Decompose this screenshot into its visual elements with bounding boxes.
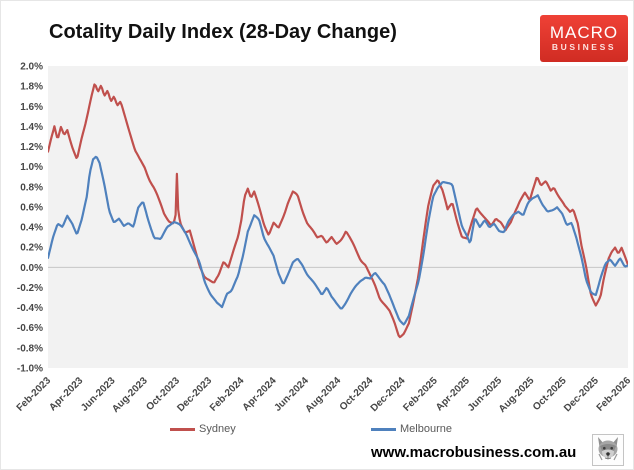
legend-label-melbourne: Melbourne: [400, 423, 452, 435]
svg-text:-0.2%: -0.2%: [17, 283, 43, 294]
svg-text:1.6%: 1.6%: [20, 102, 43, 113]
sydney-line: [48, 83, 628, 339]
chart-title: Cotality Daily Index (28-Day Change): [49, 21, 397, 43]
svg-text:1.8%: 1.8%: [20, 82, 43, 93]
svg-text:Feb-2024: Feb-2024: [208, 375, 247, 414]
wolf-logo-icon: [592, 434, 624, 466]
legend-label-sydney: Sydney: [199, 423, 236, 435]
svg-text:-0.6%: -0.6%: [17, 323, 43, 334]
melbourne-line: [48, 155, 628, 326]
sydney-line-swatch-icon: [170, 427, 195, 431]
svg-text:0.2%: 0.2%: [20, 243, 43, 254]
svg-text:Feb-2025: Feb-2025: [401, 375, 440, 414]
svg-text:1.0%: 1.0%: [20, 162, 43, 173]
legend-item-sydney: Sydney: [170, 423, 236, 435]
legend-item-melbourne: Melbourne: [371, 423, 452, 435]
svg-text:Feb-2023: Feb-2023: [15, 375, 54, 414]
svg-text:Dec-2025: Dec-2025: [562, 375, 601, 414]
svg-text:1.2%: 1.2%: [20, 142, 43, 153]
svg-text:0.6%: 0.6%: [20, 202, 43, 213]
plot-area: [48, 66, 628, 368]
svg-text:0.0%: 0.0%: [20, 263, 43, 274]
svg-text:Dec-2023: Dec-2023: [175, 375, 214, 414]
logo-text-business: BUSINESS: [551, 42, 617, 52]
svg-text:-0.8%: -0.8%: [17, 343, 43, 354]
svg-text:2.0%: 2.0%: [20, 62, 43, 73]
logo-text-macro: MACRO: [549, 23, 619, 42]
svg-text:Aug-2023: Aug-2023: [110, 375, 150, 415]
svg-text:Dec-2024: Dec-2024: [369, 375, 408, 414]
x-axis-tick-labels: Feb-2023Apr-2023Jun-2023Aug-2023Oct-2023…: [15, 375, 634, 415]
footer-url[interactable]: www.macrobusiness.com.au: [371, 444, 577, 461]
svg-text:Aug-2024: Aug-2024: [304, 375, 344, 415]
y-axis-tick-labels: 2.0% 1.8% 1.6% 1.4% 1.2% 1.0% 0.8% 0.6% 0.4% 0.2%…: [17, 62, 43, 375]
svg-text:0.8%: 0.8%: [20, 182, 43, 193]
macrobusiness-logo: MACRO BUSINESS: [540, 15, 628, 62]
svg-text:0.4%: 0.4%: [20, 223, 43, 234]
svg-text:Feb-2026: Feb-2026: [595, 375, 634, 414]
svg-text:Aug-2025: Aug-2025: [497, 375, 537, 415]
melbourne-line-swatch-icon: [371, 427, 396, 431]
svg-text:-0.4%: -0.4%: [17, 303, 43, 314]
svg-text:1.4%: 1.4%: [20, 122, 43, 133]
svg-text:-1.0%: -1.0%: [17, 364, 43, 375]
